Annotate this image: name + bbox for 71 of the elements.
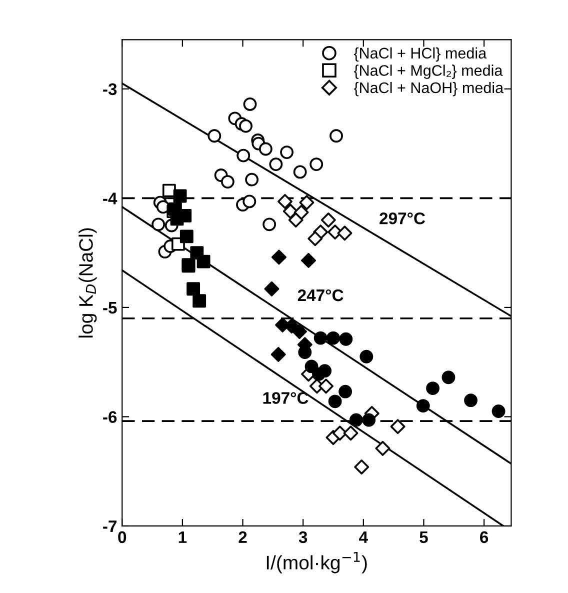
point bbox=[492, 404, 506, 418]
point bbox=[464, 394, 478, 408]
legend-label: {NaCl + NaOH} media bbox=[354, 82, 504, 96]
point bbox=[152, 218, 166, 232]
point bbox=[343, 426, 358, 441]
point bbox=[339, 332, 353, 346]
point bbox=[337, 226, 352, 241]
point bbox=[242, 194, 256, 208]
point bbox=[349, 413, 363, 427]
point bbox=[208, 129, 222, 143]
point bbox=[338, 384, 352, 398]
point bbox=[173, 189, 187, 203]
y-tick-label: -5 bbox=[103, 302, 117, 314]
x-tick-label: 2 bbox=[238, 531, 247, 543]
point bbox=[243, 97, 257, 111]
point bbox=[220, 175, 234, 188]
point bbox=[192, 294, 206, 308]
point bbox=[299, 195, 314, 210]
point bbox=[330, 129, 343, 143]
point bbox=[426, 382, 440, 396]
x-tick-label: 5 bbox=[420, 531, 428, 544]
y-tick-label: -7 bbox=[103, 520, 117, 532]
point bbox=[288, 212, 304, 228]
legend-label: {NaCl + MgCl₂} media bbox=[354, 64, 503, 79]
ref-line-label: 297°C bbox=[380, 212, 426, 224]
point bbox=[442, 370, 456, 384]
point bbox=[375, 440, 390, 456]
point bbox=[258, 142, 272, 156]
y-tick-label: -6 bbox=[103, 411, 117, 423]
ref-line-label: 197°C bbox=[263, 392, 308, 404]
point bbox=[301, 252, 316, 268]
x-tick-label: 3 bbox=[298, 531, 308, 544]
y-tick-label: -4 bbox=[103, 192, 118, 204]
point bbox=[270, 346, 286, 362]
point bbox=[318, 378, 334, 394]
point bbox=[180, 230, 194, 244]
point bbox=[308, 231, 323, 246]
point bbox=[314, 331, 328, 345]
x-tick-label: 4 bbox=[359, 531, 368, 543]
point bbox=[416, 399, 430, 413]
point bbox=[360, 350, 374, 364]
point bbox=[312, 367, 326, 381]
point bbox=[310, 158, 324, 172]
point bbox=[293, 165, 307, 179]
point bbox=[390, 419, 406, 434]
point bbox=[239, 119, 252, 133]
y-axis-title: log K$_{D}$(NaCl) bbox=[78, 228, 97, 338]
point bbox=[320, 212, 336, 228]
point bbox=[196, 254, 210, 268]
legend-label: {NaCl + HCl} media bbox=[354, 47, 487, 62]
point bbox=[269, 158, 283, 172]
point bbox=[354, 459, 370, 474]
point bbox=[186, 282, 200, 296]
point bbox=[328, 394, 342, 408]
point bbox=[236, 148, 250, 162]
point bbox=[264, 281, 280, 296]
point bbox=[326, 331, 340, 345]
x-axis-title: I/(mol·kg$^{−1}$) bbox=[266, 552, 367, 574]
point bbox=[277, 194, 292, 209]
ref-line-label: 247°C bbox=[298, 289, 344, 302]
point bbox=[332, 426, 348, 441]
point bbox=[292, 324, 307, 339]
x-tick-label: 6 bbox=[480, 531, 488, 544]
y-tick-label: -3 bbox=[103, 83, 117, 96]
point bbox=[271, 250, 286, 265]
point bbox=[262, 218, 276, 232]
x-tick-label: 1 bbox=[178, 531, 187, 543]
point bbox=[362, 413, 376, 427]
x-tick-label: 0 bbox=[118, 531, 126, 544]
point bbox=[245, 172, 259, 186]
point bbox=[280, 146, 294, 159]
